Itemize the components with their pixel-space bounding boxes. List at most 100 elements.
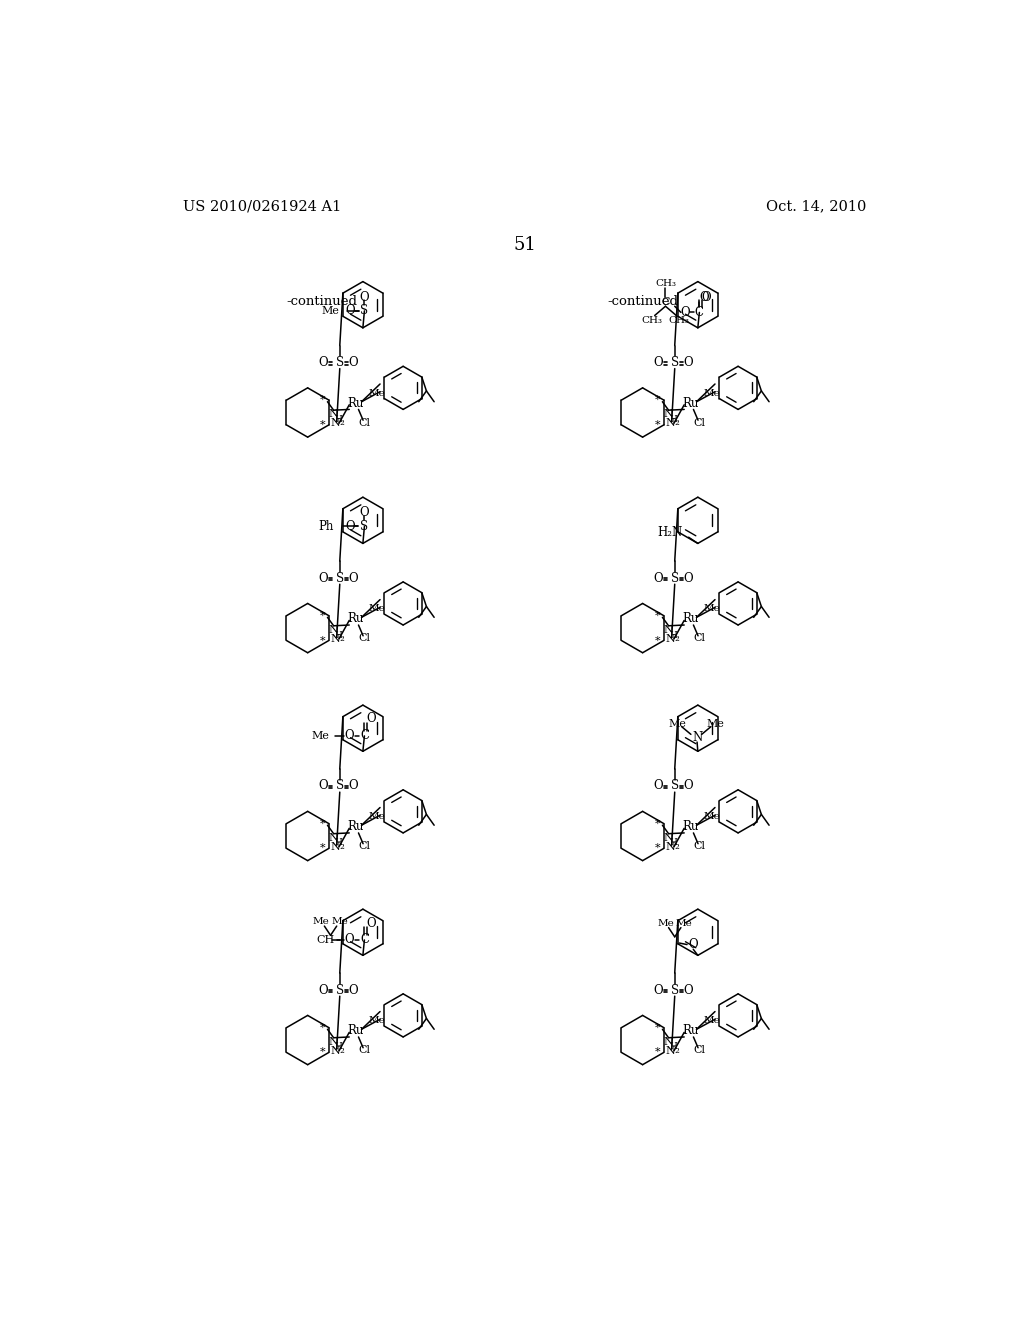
Text: O: O: [349, 572, 358, 585]
Text: S: S: [360, 520, 369, 533]
Text: N: N: [666, 418, 675, 428]
Text: O: O: [346, 305, 355, 317]
Text: N: N: [331, 634, 340, 644]
Text: N: N: [666, 634, 675, 644]
Text: Ru: Ru: [682, 612, 698, 626]
Text: N: N: [666, 842, 675, 851]
Text: N: N: [329, 1036, 339, 1047]
Text: CH₃: CH₃: [655, 279, 676, 288]
Text: O: O: [653, 356, 663, 370]
Text: Me: Me: [369, 1016, 385, 1026]
Text: Ru: Ru: [682, 1024, 698, 1038]
Text: Cl: Cl: [358, 841, 371, 851]
Text: Cl: Cl: [358, 417, 371, 428]
Text: H: H: [334, 1043, 342, 1052]
Text: 2: 2: [675, 420, 680, 428]
Text: Me: Me: [676, 919, 692, 928]
Text: Me: Me: [322, 306, 340, 315]
Text: 2: 2: [675, 1047, 680, 1055]
Text: Me: Me: [703, 1016, 720, 1026]
Text: Me: Me: [311, 731, 329, 741]
Text: CH: CH: [316, 935, 335, 945]
Text: Me: Me: [657, 919, 674, 928]
Text: S: S: [671, 356, 679, 370]
Text: N: N: [329, 409, 339, 418]
Text: 2: 2: [340, 420, 344, 428]
Text: *: *: [655, 635, 660, 645]
Text: N: N: [331, 1045, 340, 1056]
Text: *: *: [321, 843, 326, 853]
Text: O: O: [684, 983, 693, 997]
Text: 2: 2: [340, 635, 344, 643]
Text: Cl: Cl: [358, 634, 371, 643]
Text: CH₃: CH₃: [641, 315, 663, 325]
Text: *: *: [321, 1023, 326, 1032]
Text: Cl: Cl: [358, 1045, 371, 1055]
Text: Me: Me: [369, 812, 385, 821]
Text: Me: Me: [369, 389, 385, 397]
Text: Cl: Cl: [693, 841, 706, 851]
Text: *: *: [655, 611, 660, 620]
Text: Ru: Ru: [347, 820, 364, 833]
Text: Me: Me: [668, 718, 686, 729]
Text: O: O: [359, 506, 370, 519]
Text: 2: 2: [340, 842, 344, 851]
Text: O: O: [653, 983, 663, 997]
Text: C: C: [662, 297, 670, 306]
Text: Me: Me: [703, 389, 720, 397]
Text: H₂N: H₂N: [657, 527, 682, 539]
Text: C: C: [695, 306, 703, 319]
Text: Ru: Ru: [682, 820, 698, 833]
Text: *: *: [321, 611, 326, 620]
Text: *: *: [321, 635, 326, 645]
Text: O: O: [367, 713, 376, 726]
Text: H: H: [334, 414, 342, 424]
Text: Me: Me: [703, 605, 720, 614]
Text: O: O: [349, 983, 358, 997]
Text: Oct. 14, 2010: Oct. 14, 2010: [766, 199, 866, 213]
Text: O: O: [688, 939, 698, 952]
Text: N: N: [664, 624, 674, 635]
Text: O: O: [349, 356, 358, 370]
Text: O: O: [344, 933, 354, 946]
Text: 2: 2: [675, 842, 680, 851]
Text: H: H: [670, 1043, 677, 1052]
Text: N: N: [329, 833, 339, 842]
Text: *: *: [655, 1047, 660, 1057]
Text: N: N: [329, 624, 339, 635]
Text: S: S: [336, 572, 344, 585]
Text: C: C: [359, 933, 369, 946]
Text: S: S: [671, 572, 679, 585]
Text: S: S: [671, 983, 679, 997]
Text: Me: Me: [707, 718, 724, 729]
Text: O: O: [318, 356, 328, 370]
Text: O: O: [367, 916, 376, 929]
Text: S: S: [671, 779, 679, 792]
Text: H: H: [670, 414, 677, 424]
Text: N: N: [331, 842, 340, 851]
Text: O: O: [346, 520, 355, 533]
Text: Me: Me: [703, 812, 720, 821]
Text: O: O: [653, 779, 663, 792]
Text: O: O: [318, 572, 328, 585]
Text: H: H: [670, 631, 677, 639]
Text: -continued: -continued: [607, 296, 678, 308]
Text: H: H: [670, 838, 677, 847]
Text: Me: Me: [332, 917, 348, 925]
Text: US 2010/0261924 A1: US 2010/0261924 A1: [183, 199, 341, 213]
Text: O: O: [684, 779, 693, 792]
Text: 51: 51: [513, 236, 537, 253]
Text: S: S: [336, 983, 344, 997]
Text: Ph: Ph: [318, 520, 334, 533]
Text: N: N: [331, 418, 340, 428]
Text: Ru: Ru: [682, 397, 698, 409]
Text: -continued: -continued: [286, 296, 357, 308]
Text: O: O: [681, 306, 690, 319]
Text: N: N: [664, 409, 674, 418]
Text: H: H: [334, 631, 342, 639]
Text: *: *: [321, 420, 326, 430]
Text: S: S: [360, 305, 369, 317]
Text: *: *: [655, 1023, 660, 1032]
Text: *: *: [655, 395, 660, 405]
Text: Ru: Ru: [347, 397, 364, 409]
